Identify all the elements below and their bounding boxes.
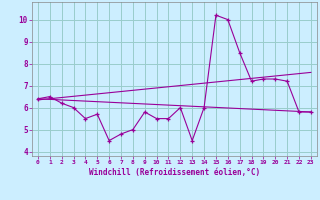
X-axis label: Windchill (Refroidissement éolien,°C): Windchill (Refroidissement éolien,°C) — [89, 168, 260, 177]
